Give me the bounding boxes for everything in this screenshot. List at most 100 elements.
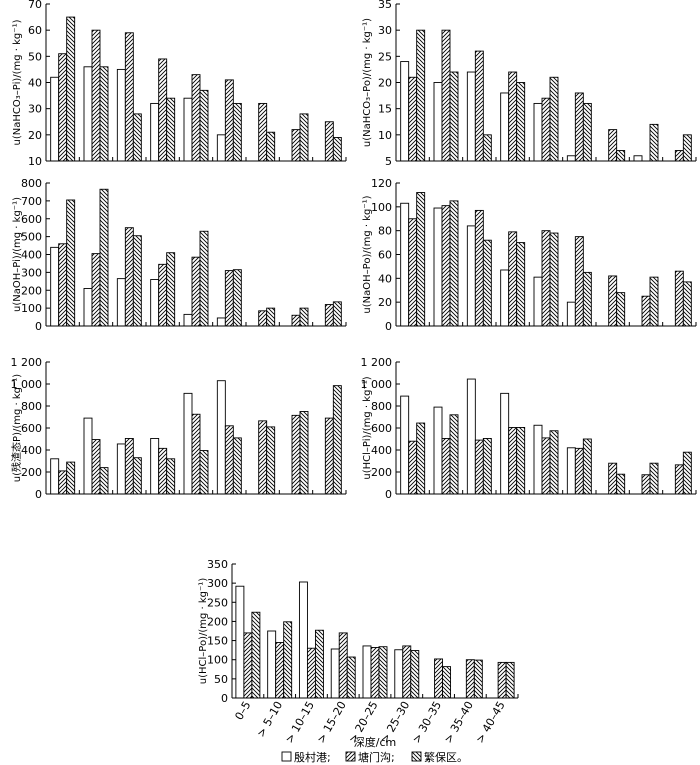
bar-yincungang-4: [500, 269, 510, 327]
bar-tangmengou-1: [58, 53, 68, 162]
bar-tangmengou-9: [497, 661, 507, 699]
bar-fanbaoqu-5: [199, 230, 209, 327]
bar-tangmengou-5: [191, 413, 201, 495]
bar-tangmengou-6: [224, 79, 234, 162]
bar-tangmengou-5: [541, 97, 551, 162]
bar-yincungang-4: [500, 92, 510, 162]
bar-yincungang-1: [400, 202, 410, 327]
bar-tangmengou-3: [474, 50, 484, 162]
bar-fanbaoqu-4: [516, 242, 526, 327]
y-tick-label: 5: [385, 155, 392, 168]
bar-yincungang-5: [183, 313, 193, 327]
bar-tangmengou-9: [324, 304, 334, 327]
bar-tangmengou-9: [674, 270, 684, 327]
bar-tangmengou-2: [275, 642, 285, 699]
x-tick-label: > 5–10: [254, 699, 285, 739]
y-tick-label: 800: [21, 400, 42, 413]
bar-yincungang-1: [50, 76, 60, 162]
bar-fanbaoqu-7: [442, 666, 452, 699]
bar-fanbaoqu-6: [232, 437, 242, 495]
bar-yincungang-1: [235, 585, 245, 699]
y-tick-label: 20: [378, 77, 392, 90]
bar-fanbaoqu-8: [649, 276, 659, 327]
y-tick-label: 350: [207, 558, 228, 571]
x-tick-label: > 40–45: [473, 699, 507, 746]
bar-fanbaoqu-1: [416, 192, 426, 327]
y-tick-label: 0: [385, 488, 392, 501]
y-tick-label: 700: [21, 195, 42, 208]
bar-fanbaoqu-2: [99, 188, 109, 327]
bar-fanbaoqu-6: [582, 102, 592, 162]
bar-yincungang-2: [83, 417, 93, 495]
bar-tangmengou-4: [508, 71, 518, 162]
bar-fanbaoqu-7: [266, 307, 276, 327]
bar-tangmengou-1: [58, 470, 68, 495]
bar-yincungang-1: [400, 395, 410, 495]
bar-fanbaoqu-5: [199, 450, 209, 495]
bar-yincungang-3: [116, 443, 126, 495]
y-tick-label: 30: [378, 24, 392, 37]
y-tick-label: 200: [371, 466, 392, 479]
y-tick-label: 150: [207, 635, 228, 648]
y-tick-label: 40: [378, 272, 392, 285]
bar-fanbaoqu-9: [505, 661, 515, 699]
charts-layer: 10 20 30 40 50 60 70 u(NaHCO₃–Pi)/(mg · kg⁻¹) 5 1…: [10, 0, 697, 746]
y-tick-label: 0: [35, 488, 42, 501]
bar-fanbaoqu-9: [682, 281, 692, 327]
bar-fanbaoqu-7: [616, 150, 626, 162]
y-tick-label: 400: [21, 249, 42, 262]
bar-tangmengou-8: [641, 295, 651, 327]
bar-yincungang-1: [50, 458, 60, 495]
bar-tangmengou-2: [91, 29, 101, 162]
y-tick-label: 200: [207, 615, 228, 628]
bar-tangmengou-1: [243, 632, 253, 699]
y-axis-title: u(HCl–Po)/(mg · kg⁻¹): [198, 578, 209, 685]
bar-tangmengou-2: [441, 205, 451, 327]
bar-fanbaoqu-8: [473, 659, 483, 699]
bar-fanbaoqu-8: [649, 462, 659, 495]
bar-fanbaoqu-8: [299, 411, 309, 495]
y-tick-label: 0: [385, 320, 392, 333]
bar-fanbaoqu-1: [251, 611, 261, 699]
y-tick-label: 400: [21, 444, 42, 457]
bar-fanbaoqu-1: [66, 461, 76, 495]
legend-swatch-tangmengou: [345, 751, 356, 762]
bar-yincungang-2: [433, 82, 443, 162]
bar-tangmengou-7: [258, 310, 268, 327]
bar-fanbaoqu-9: [332, 301, 342, 327]
y-tick-label: 0: [35, 320, 42, 333]
bar-tangmengou-7: [608, 129, 618, 162]
y-tick-label: 100: [21, 302, 42, 315]
bar-yincungang-6: [566, 155, 576, 162]
bar-yincungang-5: [362, 645, 372, 699]
bar-tangmengou-1: [408, 218, 418, 327]
bar-tangmengou-4: [508, 427, 518, 495]
y-tick-label: 1 200: [11, 356, 43, 369]
y-tick-label: 100: [207, 654, 228, 667]
bar-fanbaoqu-1: [66, 16, 76, 162]
bar-fanbaoqu-9: [332, 385, 342, 495]
x-tick-label: > 35–40: [442, 699, 476, 746]
bar-tangmengou-6: [224, 270, 234, 327]
y-axis-title: u(NaHCO₃–Pi)/(mg · kg⁻¹): [12, 19, 23, 145]
bar-yincungang-3: [116, 68, 126, 162]
bar-fanbaoqu-7: [616, 292, 626, 327]
x-tick-label: 0–5: [232, 699, 253, 722]
bar-yincungang-1: [50, 246, 60, 327]
bar-yincungang-6: [566, 447, 576, 495]
bar-yincungang-5: [183, 392, 193, 495]
bar-yincungang-6: [566, 301, 576, 327]
bar-tangmengou-1: [408, 440, 418, 495]
bar-fanbaoqu-4: [166, 97, 176, 162]
y-tick-label: 50: [28, 50, 42, 63]
y-tick-label: 500: [21, 231, 42, 244]
bar-yincungang-6: [216, 380, 226, 495]
bar-yincungang-6: [216, 134, 226, 162]
bar-yincungang-4: [500, 392, 510, 495]
y-tick-label: 20: [378, 296, 392, 309]
bar-fanbaoqu-4: [516, 82, 526, 162]
bar-yincungang-2: [83, 66, 93, 162]
bar-tangmengou-3: [124, 227, 134, 327]
y-tick-label: 600: [21, 422, 42, 435]
